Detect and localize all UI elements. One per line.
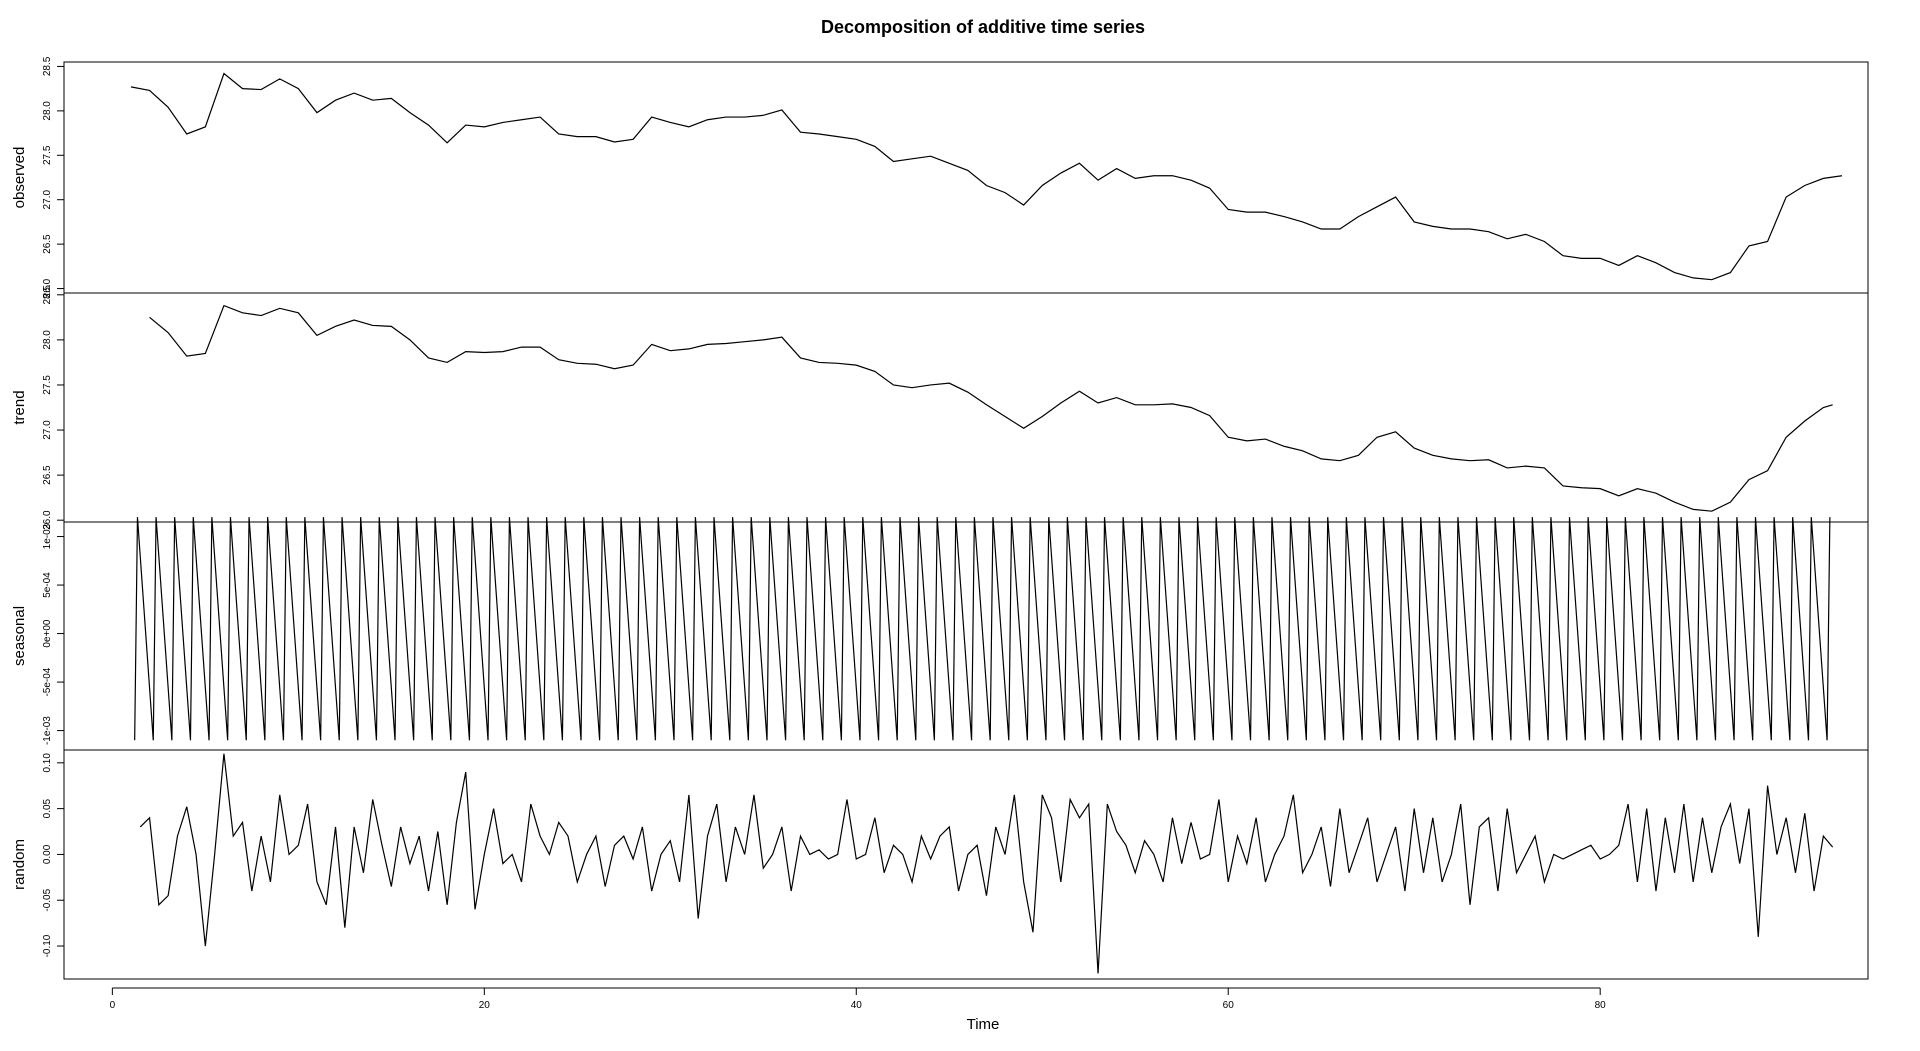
y-tick-label: -5e-04 (42, 667, 53, 696)
y-axis-label: random (11, 839, 28, 890)
y-tick-label: 0.10 (42, 753, 53, 773)
y-tick-label: 26.5 (42, 465, 53, 485)
x-tick-label: 0 (110, 1000, 116, 1011)
y-tick-label: 28.5 (42, 56, 53, 76)
y-tick-label: 0e+00 (42, 619, 53, 648)
series-line (134, 517, 1831, 741)
x-tick-label: 80 (1595, 1000, 1607, 1011)
y-tick-label: 26.0 (42, 510, 53, 530)
y-tick-label: 27.0 (42, 190, 53, 210)
y-tick-label: 26.0 (42, 278, 53, 298)
y-tick-label: 28.0 (42, 330, 53, 350)
y-tick-label: 5e-04 (42, 572, 53, 598)
series-line (130, 72, 1843, 281)
y-tick-label: 27.0 (42, 420, 53, 440)
chart-title: Decomposition of additive time series (821, 17, 1145, 37)
y-tick-label: 0.00 (42, 844, 53, 864)
y-tick-label: 26.5 (42, 234, 53, 254)
y-tick-label: 27.5 (42, 145, 53, 165)
series-line (139, 753, 1834, 974)
y-axis-label: trend (11, 390, 28, 424)
x-tick-label: 40 (851, 1000, 863, 1011)
y-tick-label: 27.5 (42, 375, 53, 395)
panel-frame (63, 521, 1869, 751)
y-axis-label: observed (11, 147, 28, 209)
y-tick-label: 1e-03 (42, 523, 53, 549)
panel-frame (63, 749, 1869, 980)
y-tick-label: 28.5 (42, 285, 53, 305)
y-axis-label: seasonal (11, 606, 28, 666)
x-tick-label: 20 (479, 1000, 491, 1011)
y-tick-label: 28.0 (42, 101, 53, 121)
series-line (149, 304, 1833, 512)
x-axis-label: Time (967, 1016, 1000, 1033)
y-tick-label: -0.10 (42, 934, 53, 957)
y-tick-label: -0.05 (42, 888, 53, 911)
y-tick-label: -1e-03 (42, 716, 53, 745)
y-tick-label: 0.05 (42, 798, 53, 818)
x-tick-label: 60 (1223, 1000, 1235, 1011)
